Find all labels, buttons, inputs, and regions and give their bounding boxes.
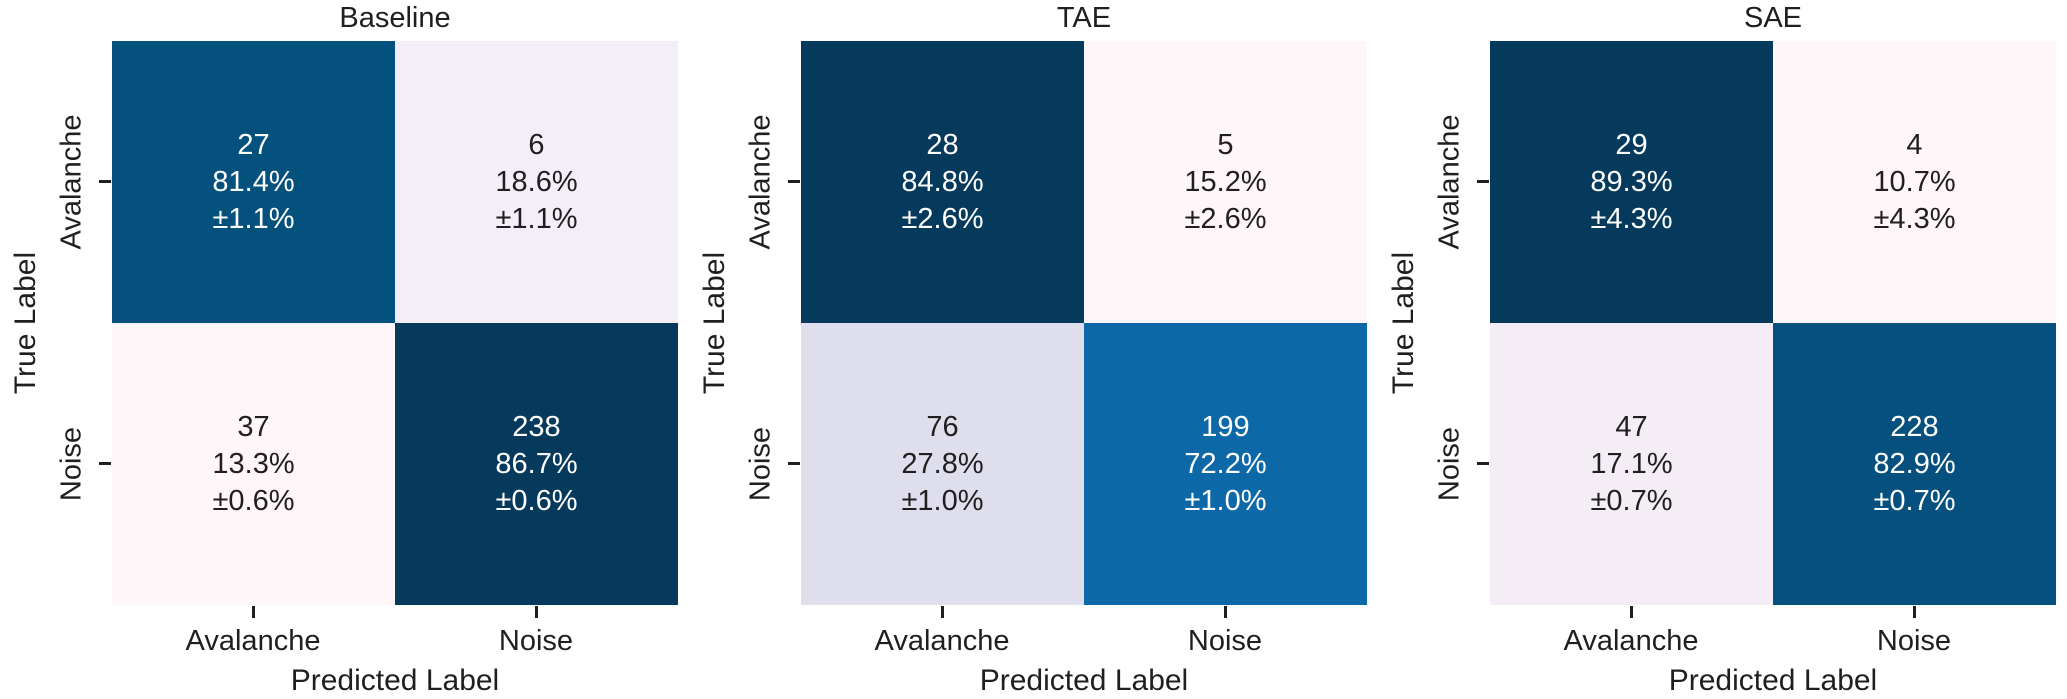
cell-percent: 89.3% [1590,165,1673,198]
cell-uncertainty: ±4.3% [1873,202,1956,235]
cell-uncertainty: ±0.6% [212,484,295,517]
x-tick-label-avalanche: Avalanche [1563,625,1699,657]
confusion-matrix-panel-tae: TAE True Label Avalanche Noise 28 84.8% … [689,0,1378,699]
cell-uncertainty: ±2.6% [901,202,984,235]
y-tick-mark [1477,462,1489,465]
cell-count: 228 [1890,410,1939,443]
x-axis-label: Predicted Label [290,664,500,697]
cell-percent: 84.8% [901,165,984,198]
cell-uncertainty: ±4.3% [1590,202,1673,235]
cell-true-avalanche-pred-avalanche: 28 84.8% ±2.6% [801,41,1084,323]
cell-count: 37 [237,410,270,443]
cell-percent: 13.3% [212,447,295,480]
cell-true-noise-pred-noise: 238 86.7% ±0.6% [395,323,678,605]
y-tick-mark [99,462,111,465]
cell-percent: 72.2% [1184,447,1267,480]
cell-true-avalanche-pred-avalanche: 29 89.3% ±4.3% [1490,41,1773,323]
y-tick-mark [99,180,111,183]
cell-uncertainty: ±0.7% [1590,484,1673,517]
cell-percent: 18.6% [495,165,578,198]
confusion-matrix-panel-sae: SAE True Label Avalanche Noise 29 89.3% … [1378,0,2067,699]
x-tick-mark [535,606,538,618]
y-tick-mark [788,462,800,465]
cell-count: 6 [528,128,545,161]
x-axis-label: Predicted Label [1668,664,1878,697]
cell-count: 27 [237,128,270,161]
cell-percent: 27.8% [901,447,984,480]
heatmap-grid: 29 89.3% ±4.3% 4 10.7% ±4.3% 47 17.1% ±0… [1490,41,2056,605]
cell-true-noise-pred-noise: 228 82.9% ±0.7% [1773,323,2056,605]
y-tick-mark [1477,180,1489,183]
cell-true-avalanche-pred-noise: 6 18.6% ±1.1% [395,41,678,323]
cell-count: 28 [926,128,959,161]
cell-uncertainty: ±1.1% [212,202,295,235]
panel-title: SAE [1743,2,1803,34]
cell-uncertainty: ±2.6% [1184,202,1267,235]
x-tick-mark [252,606,255,618]
x-tick-label-noise: Noise [498,625,574,657]
x-tick-label-avalanche: Avalanche [185,625,321,657]
cell-true-noise-pred-avalanche: 47 17.1% ±0.7% [1490,323,1773,605]
cell-percent: 86.7% [495,447,578,480]
x-tick-mark [1630,606,1633,618]
cell-uncertainty: ±1.0% [901,484,984,517]
y-tick-mark [788,180,800,183]
x-tick-mark [1913,606,1916,618]
cell-count: 199 [1201,410,1250,443]
cell-uncertainty: ±0.6% [495,484,578,517]
y-axis-label: True Label [1387,251,1420,395]
y-tick-label-avalanche: Avalanche [1433,114,1466,250]
x-tick-mark [941,606,944,618]
y-tick-label-noise: Noise [1433,426,1466,502]
cell-count: 76 [926,410,959,443]
y-axis-label: True Label [9,251,42,395]
x-tick-label-avalanche: Avalanche [874,625,1010,657]
cell-true-noise-pred-avalanche: 76 27.8% ±1.0% [801,323,1084,605]
cell-percent: 17.1% [1590,447,1673,480]
cell-count: 5 [1217,128,1234,161]
heatmap-grid: 27 81.4% ±1.1% 6 18.6% ±1.1% 37 13.3% ±0… [112,41,678,605]
y-tick-label-avalanche: Avalanche [55,114,88,250]
cell-percent: 15.2% [1184,165,1267,198]
cell-percent: 82.9% [1873,447,1956,480]
cell-count: 29 [1615,128,1648,161]
x-tick-label-noise: Noise [1187,625,1263,657]
y-tick-label-noise: Noise [744,426,777,502]
cell-true-noise-pred-avalanche: 37 13.3% ±0.6% [112,323,395,605]
y-axis-label: True Label [698,251,731,395]
cell-count: 238 [512,410,561,443]
heatmap-grid: 28 84.8% ±2.6% 5 15.2% ±2.6% 76 27.8% ±1… [801,41,1367,605]
x-tick-mark [1224,606,1227,618]
y-tick-label-avalanche: Avalanche [744,114,777,250]
cell-true-avalanche-pred-avalanche: 27 81.4% ±1.1% [112,41,395,323]
y-tick-label-noise: Noise [55,426,88,502]
cell-percent: 81.4% [212,165,295,198]
cell-uncertainty: ±1.1% [495,202,578,235]
panel-title: Baseline [339,2,451,34]
x-tick-label-noise: Noise [1876,625,1952,657]
cell-uncertainty: ±1.0% [1184,484,1267,517]
cell-true-avalanche-pred-noise: 5 15.2% ±2.6% [1084,41,1367,323]
cell-count: 47 [1615,410,1648,443]
x-axis-label: Predicted Label [979,664,1189,697]
panel-title: TAE [1056,2,1112,34]
cell-true-avalanche-pred-noise: 4 10.7% ±4.3% [1773,41,2056,323]
confusion-matrix-panel-baseline: Baseline True Label Avalanche Noise 27 8… [0,0,689,699]
cell-count: 4 [1906,128,1923,161]
cell-true-noise-pred-noise: 199 72.2% ±1.0% [1084,323,1367,605]
cell-uncertainty: ±0.7% [1873,484,1956,517]
cell-percent: 10.7% [1873,165,1956,198]
